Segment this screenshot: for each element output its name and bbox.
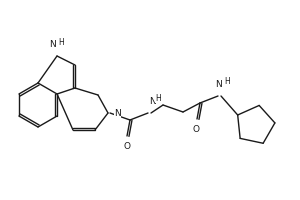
Text: H: H bbox=[58, 38, 64, 47]
Text: O: O bbox=[124, 142, 130, 151]
Text: N: N bbox=[214, 80, 221, 89]
Text: N: N bbox=[149, 97, 156, 106]
Text: N: N bbox=[114, 108, 121, 117]
Text: N: N bbox=[50, 40, 56, 49]
Text: H: H bbox=[224, 77, 230, 86]
Text: H: H bbox=[155, 94, 161, 103]
Text: O: O bbox=[193, 125, 200, 134]
